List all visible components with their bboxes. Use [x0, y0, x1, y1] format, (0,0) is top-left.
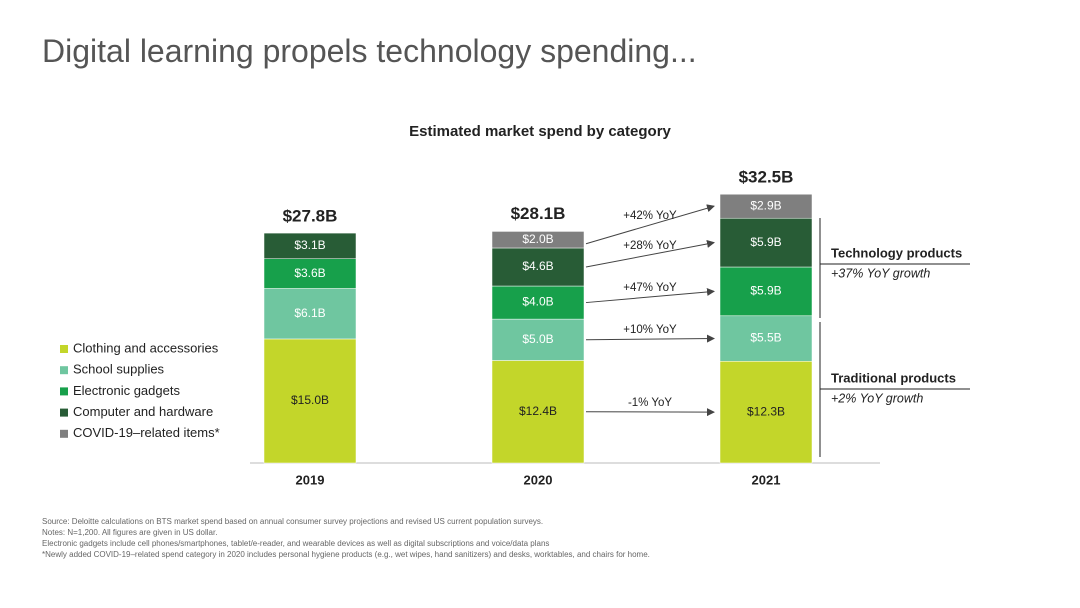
bar-segment [719, 315, 813, 362]
total-label: $28.1B [511, 204, 566, 223]
segment-label: $2.0B [522, 232, 553, 246]
footnote: Notes: N=1,200. All figures are given in… [42, 528, 217, 537]
bar-segment [719, 217, 813, 268]
bar-segment [719, 266, 813, 317]
yoy-label: +42% YoY [623, 210, 677, 222]
segment-label: $4.0B [522, 295, 553, 309]
bar-segment [719, 361, 813, 464]
segment-label: $6.1B [294, 306, 325, 320]
yoy-arrow [585, 288, 715, 304]
bar-segment [491, 360, 585, 464]
yoy-arrow [585, 334, 715, 343]
segment-label: $5.9B [750, 284, 781, 298]
legend-swatch [60, 408, 68, 417]
legend-swatch [60, 366, 68, 375]
yoy-label: +47% YoY [623, 282, 677, 294]
x-tick-label: 2020 [524, 472, 553, 487]
legend-label: Electronic gadgets [73, 383, 180, 398]
segment-label: $2.9B [750, 198, 781, 212]
yoy-arrow [585, 239, 715, 268]
segment-label: $12.4B [519, 404, 557, 418]
yoy-label: +28% YoY [623, 240, 677, 252]
group-growth: +37% YoY growth [831, 266, 930, 280]
segment-label: $5.0B [522, 332, 553, 346]
legend-swatch [60, 345, 68, 353]
yoy-label: +10% YoY [623, 324, 677, 336]
x-tick-label: 2019 [296, 472, 325, 487]
yoy-label: -1% YoY [628, 397, 672, 409]
segment-label: $12.3B [747, 404, 785, 418]
segment-label: $5.5B [750, 331, 781, 345]
total-label: $32.5B [739, 168, 794, 187]
bar-segment [491, 285, 585, 320]
group-growth: +2% YoY growth [831, 391, 923, 405]
legend-swatch [60, 387, 68, 396]
legend-label: COVID-19–related items* [73, 425, 220, 440]
segment-label: $5.9B [750, 235, 781, 249]
total-label: $27.8B [283, 207, 338, 226]
segment-label: $4.6B [522, 259, 553, 273]
segment-label: $3.6B [294, 266, 325, 280]
footnote: *Newly added COVID-19–related spend cate… [42, 550, 650, 559]
bar-segment [263, 338, 357, 464]
chart-title: Estimated market spend by category [409, 123, 671, 140]
group-label: Technology products [831, 245, 962, 260]
footnote: Source: Deloitte calculations on BTS mar… [42, 517, 543, 526]
bar-segment [719, 193, 813, 219]
bar-segment [263, 232, 357, 259]
page-title: Digital learning propels technology spen… [42, 33, 697, 69]
x-tick-label: 2021 [752, 472, 781, 487]
legend-label: Clothing and accessories [73, 340, 219, 355]
legend-swatch [60, 429, 68, 438]
legend-label: Computer and hardware [73, 404, 213, 419]
bar-segment [491, 231, 585, 249]
bar-segment [491, 247, 585, 287]
footnote: Electronic gadgets include cell phones/s… [42, 539, 549, 548]
yoy-arrow [585, 204, 715, 245]
bar-segment [263, 288, 357, 340]
segment-label: $3.1B [294, 238, 325, 252]
group-label: Traditional products [831, 370, 956, 385]
segment-label: $15.0B [291, 393, 329, 407]
legend-label: School supplies [73, 362, 165, 377]
